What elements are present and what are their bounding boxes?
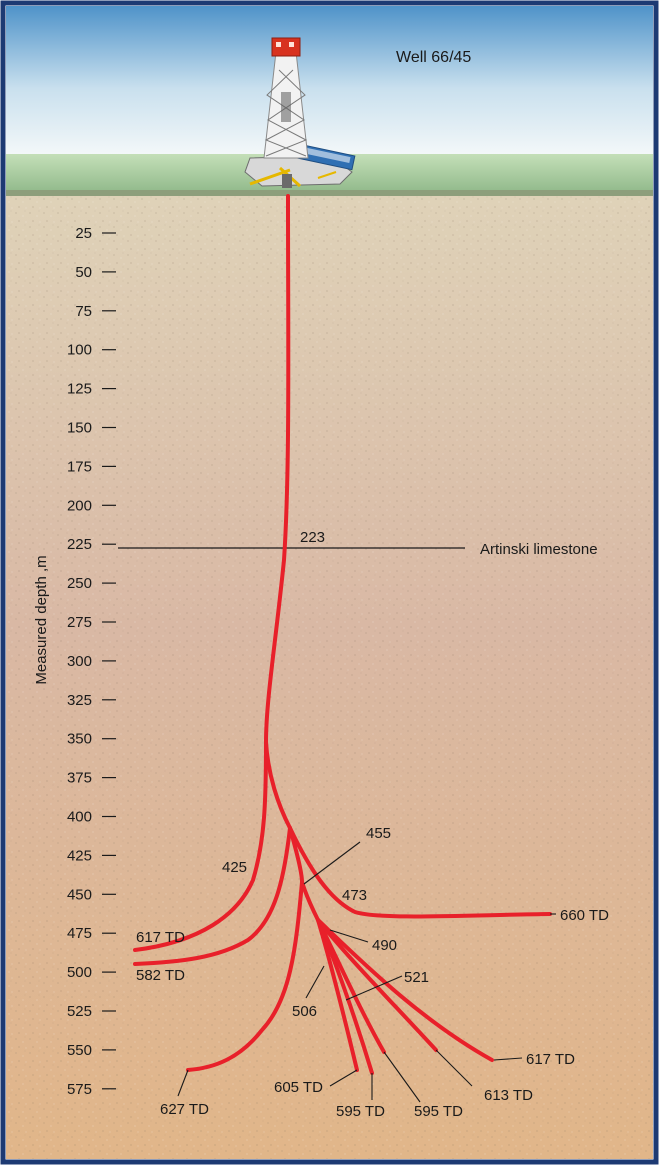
depth-tick-label: 200 xyxy=(67,497,92,514)
depth-tick-label: 475 xyxy=(67,925,92,942)
depth-axis-label: Measured depth ,m xyxy=(33,555,50,684)
depth-axis: 25 50 75 100 125 150 175 200 225 250 275 300 325 350 3… xyxy=(67,225,116,1098)
branch-627 xyxy=(186,880,304,1072)
td-label-595-a: 595 TD xyxy=(336,1103,385,1120)
branch-660 xyxy=(288,826,552,919)
well-paths xyxy=(133,194,552,1075)
td-label-660: 660 TD xyxy=(560,907,609,924)
depth-tick-label: 150 xyxy=(67,420,92,437)
depth-tick-label: 275 xyxy=(67,614,92,631)
td-label-613: 613 TD xyxy=(484,1087,533,1104)
depth-tick-label: 50 xyxy=(75,264,92,281)
depth-tick-label: 100 xyxy=(67,342,92,359)
depth-tick-label: 250 xyxy=(67,575,92,592)
branch-613 xyxy=(316,918,438,1052)
branch-617-right xyxy=(316,918,494,1062)
depth-tick-label: 325 xyxy=(67,692,92,709)
ground-surface-line xyxy=(6,190,653,196)
kickoff-label-425: 425 xyxy=(222,859,247,876)
kickoff-label-521: 521 xyxy=(404,969,429,986)
td-label-582: 582 TD xyxy=(136,967,185,984)
kickoff-label-490: 490 xyxy=(372,937,397,954)
kickoff-label-473: 473 xyxy=(342,887,367,904)
depth-tick-label: 425 xyxy=(67,847,92,864)
branch-to-490 xyxy=(288,826,320,922)
kickoff-label-506: 506 xyxy=(292,1003,317,1020)
depth-tick-label: 25 xyxy=(75,225,92,242)
formation-name: Artinski limestone xyxy=(480,541,598,558)
depth-tick-label: 500 xyxy=(67,964,92,981)
depth-tick-label: 350 xyxy=(67,731,92,748)
branch-595-b xyxy=(316,918,386,1054)
branch-582 xyxy=(133,826,292,966)
td-label-595-b: 595 TD xyxy=(414,1103,463,1120)
leader-lines xyxy=(177,841,556,1103)
main-wellbore xyxy=(264,194,291,744)
depth-tick-label: 125 xyxy=(67,381,92,398)
well-title: Well 66/45 xyxy=(396,49,471,66)
td-label-627: 627 TD xyxy=(160,1101,209,1118)
depth-tick-label: 575 xyxy=(67,1081,92,1098)
depth-tick-label: 225 xyxy=(67,536,92,553)
td-label-617-left: 617 TD xyxy=(136,929,185,946)
td-label-605: 605 TD xyxy=(274,1079,323,1096)
depth-tick-label: 550 xyxy=(67,1042,92,1059)
depth-tick-label: 175 xyxy=(67,458,92,475)
ground-texture xyxy=(6,196,653,1159)
depth-tick-label: 400 xyxy=(67,809,92,826)
depth-tick-label: 300 xyxy=(67,653,92,670)
formation-depth-label: 223 xyxy=(300,529,325,546)
depth-tick-label: 525 xyxy=(67,1003,92,1020)
kickoff-label-455: 455 xyxy=(366,825,391,842)
depth-tick-label: 375 xyxy=(67,770,92,787)
depth-tick-label: 75 xyxy=(75,303,92,320)
depth-tick-label: 450 xyxy=(67,886,92,903)
td-label-617-right: 617 TD xyxy=(526,1051,575,1068)
drilling-rig-icon xyxy=(244,37,356,188)
branch-617-left xyxy=(133,740,268,952)
sky xyxy=(6,6,653,156)
